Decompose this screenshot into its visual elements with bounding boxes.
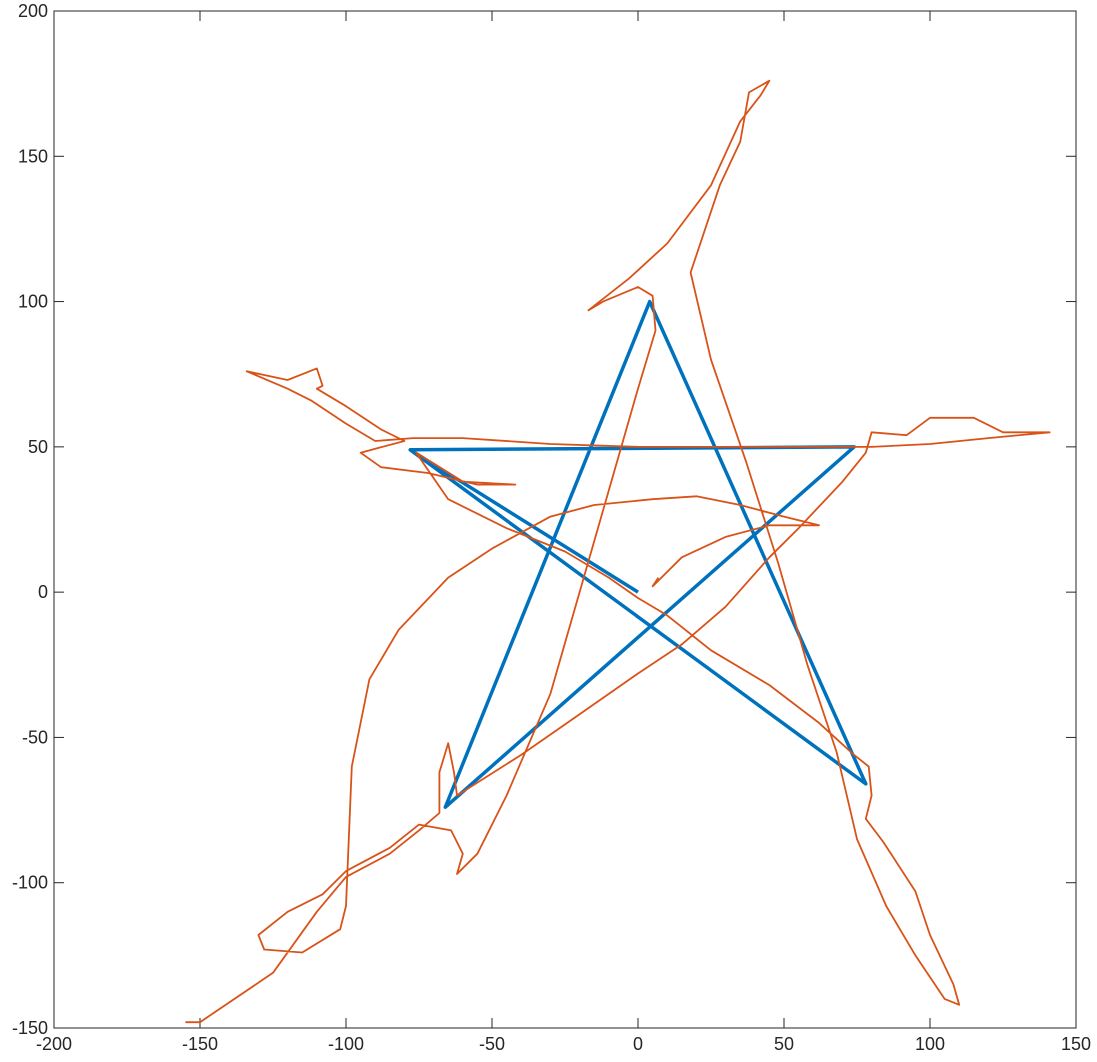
- x-tick-label: 150: [1061, 1034, 1091, 1054]
- x-tick-label: -200: [36, 1034, 72, 1054]
- y-tick-label: -150: [12, 1018, 48, 1038]
- y-tick-label: 100: [18, 292, 48, 312]
- y-tick-label: 150: [18, 146, 48, 166]
- y-tick-label: -50: [22, 727, 48, 747]
- series-line: [185, 79, 1051, 1024]
- plot-area: [53, 10, 1077, 1029]
- x-tick-label: 100: [915, 1034, 945, 1054]
- x-tick-label: 50: [774, 1034, 794, 1054]
- x-tick-label: -100: [328, 1034, 364, 1054]
- y-tick-label: 200: [18, 1, 48, 21]
- y-tick-label: 0: [38, 582, 48, 602]
- x-tick-label: -150: [182, 1034, 218, 1054]
- x-tick-label: -50: [479, 1034, 505, 1054]
- y-tick-label: -100: [12, 873, 48, 893]
- x-tick-label: 0: [633, 1034, 643, 1054]
- y-tick-label: 50: [28, 437, 48, 457]
- series-line: [408, 299, 868, 809]
